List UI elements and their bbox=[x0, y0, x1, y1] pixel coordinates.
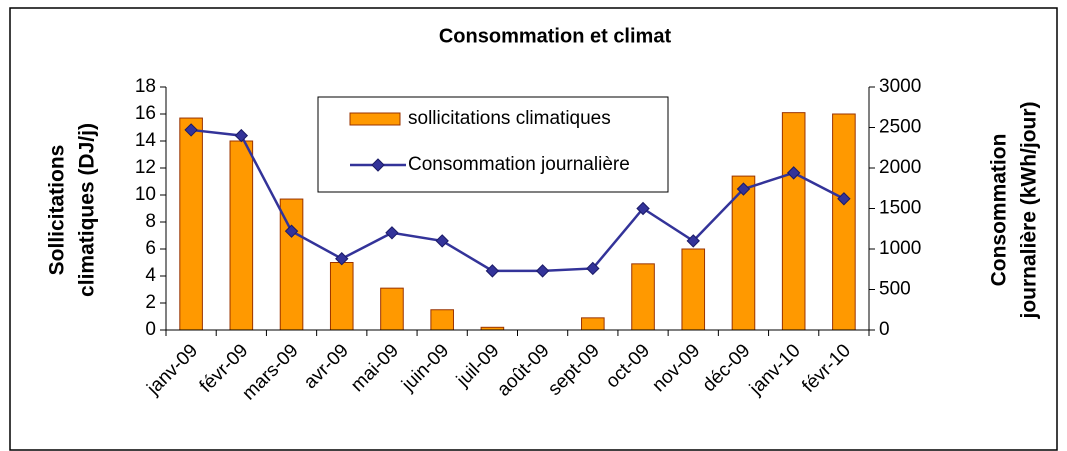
y2-tick-label: 500 bbox=[879, 279, 911, 300]
bar bbox=[681, 248, 706, 331]
y2-tick-label: 1000 bbox=[879, 238, 921, 259]
line-marker bbox=[485, 264, 500, 278]
y-tick-label: 16 bbox=[135, 103, 156, 124]
y2-tick-label: 2500 bbox=[879, 117, 921, 138]
line-marker bbox=[435, 234, 449, 248]
y2-axis-label: Consommation journalière (kWh/jour) bbox=[988, 101, 1041, 319]
y-axis-label-line: climatiques (DJ/j) bbox=[76, 123, 99, 297]
legend-swatch bbox=[349, 112, 401, 126]
y-tick-label: 8 bbox=[145, 211, 156, 232]
y-tick-label: 2 bbox=[145, 292, 156, 313]
bar bbox=[380, 287, 404, 331]
line-marker bbox=[184, 123, 198, 137]
y-tick-label: 4 bbox=[145, 265, 156, 286]
legend-label: Consommation journalière bbox=[408, 154, 630, 175]
y-tick-label: 12 bbox=[135, 157, 156, 178]
line-marker bbox=[736, 182, 751, 196]
line-marker bbox=[535, 264, 550, 278]
y2-tick-label: 2000 bbox=[879, 157, 921, 178]
chart-title: Consommation et climat bbox=[439, 25, 672, 47]
bar bbox=[229, 140, 254, 331]
y-tick-label: 18 bbox=[135, 76, 156, 97]
bar bbox=[781, 112, 806, 331]
y2-tick-label: 3000 bbox=[879, 76, 921, 97]
y2-tick-label: 1500 bbox=[879, 198, 921, 219]
line-marker bbox=[636, 201, 650, 216]
y-tick-label: 0 bbox=[145, 319, 156, 340]
y2-axis-label-line: Consommation bbox=[988, 134, 1011, 287]
y-axis-label-line: Sollicitations bbox=[46, 145, 69, 276]
legend-label: sollicitations climatiques bbox=[408, 108, 611, 129]
line-marker bbox=[234, 128, 249, 143]
line-marker bbox=[786, 166, 801, 180]
bar bbox=[581, 317, 605, 331]
bar bbox=[329, 262, 354, 331]
y-tick-label: 6 bbox=[145, 238, 156, 259]
line-marker bbox=[385, 226, 399, 240]
y-tick-label: 14 bbox=[135, 130, 157, 151]
bar bbox=[832, 113, 856, 331]
line-marker bbox=[586, 261, 600, 276]
bar bbox=[731, 175, 756, 331]
bar bbox=[430, 309, 454, 331]
bar bbox=[179, 117, 203, 331]
line-marker bbox=[837, 192, 851, 206]
y2-tick-label: 0 bbox=[879, 319, 890, 340]
y-tick-label: 10 bbox=[135, 184, 156, 205]
line bbox=[190, 128, 845, 273]
y2-axis-label-line: journalière (kWh/jour) bbox=[1018, 101, 1041, 319]
line-marker bbox=[686, 234, 700, 248]
bar bbox=[631, 263, 655, 331]
legend-marker bbox=[371, 158, 385, 172]
line-marker bbox=[284, 224, 299, 238]
y-axis-label: Sollicitations climatiques (DJ/j) bbox=[46, 123, 99, 297]
line-marker bbox=[335, 252, 349, 266]
